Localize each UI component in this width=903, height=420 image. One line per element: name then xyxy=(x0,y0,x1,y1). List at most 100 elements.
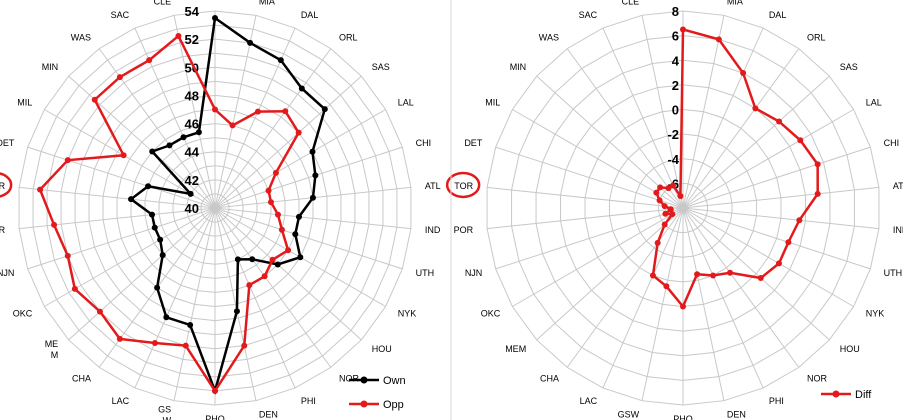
category-label: ATL xyxy=(893,181,903,191)
data-point xyxy=(667,206,674,213)
radar-chart-2: -6-4-202468BOSMIADALORLSASLALCHIATLINDUT… xyxy=(445,0,903,420)
data-point xyxy=(71,285,78,292)
data-point xyxy=(680,26,686,33)
legend-item: Own xyxy=(349,375,406,387)
legend-label: Opp xyxy=(383,399,404,411)
legend-label: Own xyxy=(383,375,406,387)
data-point xyxy=(247,39,254,46)
highlight-circle xyxy=(0,172,13,198)
category-label: MIA xyxy=(259,0,275,7)
data-point xyxy=(195,129,202,136)
legend-label: Diff xyxy=(855,389,872,401)
category-label: CLE xyxy=(622,0,640,7)
data-point xyxy=(187,190,194,197)
data-point xyxy=(312,172,319,179)
category-label: IND xyxy=(425,225,441,235)
tick-label: 44 xyxy=(185,145,200,160)
data-point xyxy=(128,196,135,203)
data-point xyxy=(274,261,281,268)
grid-spoke xyxy=(602,27,684,209)
category-label: WAS xyxy=(539,32,559,42)
category-label: ATL xyxy=(425,181,441,191)
category-label: PHI xyxy=(769,396,784,406)
legend-item: Opp xyxy=(349,399,404,411)
data-point xyxy=(229,122,236,129)
data-point xyxy=(292,231,299,238)
grid-spoke xyxy=(214,207,362,341)
tick-label: 8 xyxy=(672,4,679,19)
data-point xyxy=(669,211,676,218)
data-point xyxy=(653,189,660,196)
data-point xyxy=(295,213,302,220)
grid-spoke xyxy=(512,207,684,307)
category-label: UTH xyxy=(884,268,903,278)
tick-label: 52 xyxy=(185,32,199,47)
grid-spoke xyxy=(27,207,216,270)
category-label: NJN xyxy=(465,268,483,278)
data-point xyxy=(710,272,717,279)
data-point xyxy=(295,129,302,136)
category-label: SAC xyxy=(111,10,130,20)
data-point xyxy=(182,342,189,349)
grid-spoke xyxy=(536,207,684,341)
data-point xyxy=(261,273,268,280)
grid-spoke xyxy=(682,109,854,209)
data-point xyxy=(151,339,158,346)
grid-spoke xyxy=(682,207,871,270)
data-point xyxy=(680,303,686,310)
data-point xyxy=(64,157,71,164)
grid-spoke xyxy=(682,207,879,230)
data-point xyxy=(233,308,240,315)
data-point xyxy=(166,142,173,149)
data-point xyxy=(321,106,328,113)
tick-label: 48 xyxy=(185,88,199,103)
grid-spoke xyxy=(19,186,216,209)
category-label: CHA xyxy=(72,374,91,384)
data-point xyxy=(274,211,281,218)
series-line xyxy=(38,33,301,394)
data-point xyxy=(785,239,792,246)
data-point xyxy=(797,137,804,144)
grid-spoke xyxy=(27,146,216,209)
grid-spoke xyxy=(682,207,725,401)
data-point xyxy=(37,186,44,193)
category-label: NYK xyxy=(398,309,417,319)
grid-spoke xyxy=(566,207,684,368)
data-point xyxy=(740,70,747,77)
category-label: DAL xyxy=(769,10,787,20)
data-point xyxy=(677,192,684,199)
category-label: TOR xyxy=(454,181,473,191)
data-point xyxy=(64,252,71,259)
category-label: UTH xyxy=(416,268,435,278)
grid-spoke xyxy=(214,207,332,368)
category-label: CHA xyxy=(540,374,559,384)
category-label: SAS xyxy=(840,62,858,72)
data-point xyxy=(757,275,764,282)
data-point xyxy=(157,236,164,243)
category-label: PHI xyxy=(301,396,316,406)
category-label: DET xyxy=(464,138,483,148)
data-point xyxy=(656,197,663,204)
category-label: IND xyxy=(893,225,903,235)
tick-label: 40 xyxy=(185,201,199,216)
category-label: HOU xyxy=(840,344,860,354)
grid-spoke xyxy=(134,207,216,389)
category-label: DET xyxy=(0,138,15,148)
data-point xyxy=(309,148,316,155)
data-point xyxy=(175,32,182,39)
data-point xyxy=(154,284,161,291)
legend-item: Diff xyxy=(821,389,872,401)
tick-label: 54 xyxy=(185,4,200,19)
grid-spoke xyxy=(682,207,800,368)
category-label: BOS xyxy=(205,0,224,2)
data-point xyxy=(727,269,734,276)
category-label: MIN xyxy=(42,62,59,72)
data-point xyxy=(116,74,123,81)
data-point xyxy=(212,106,218,113)
grid-spoke xyxy=(566,48,684,209)
grid-spoke xyxy=(682,207,764,389)
category-label: DEN xyxy=(727,409,746,419)
data-point xyxy=(796,217,803,224)
